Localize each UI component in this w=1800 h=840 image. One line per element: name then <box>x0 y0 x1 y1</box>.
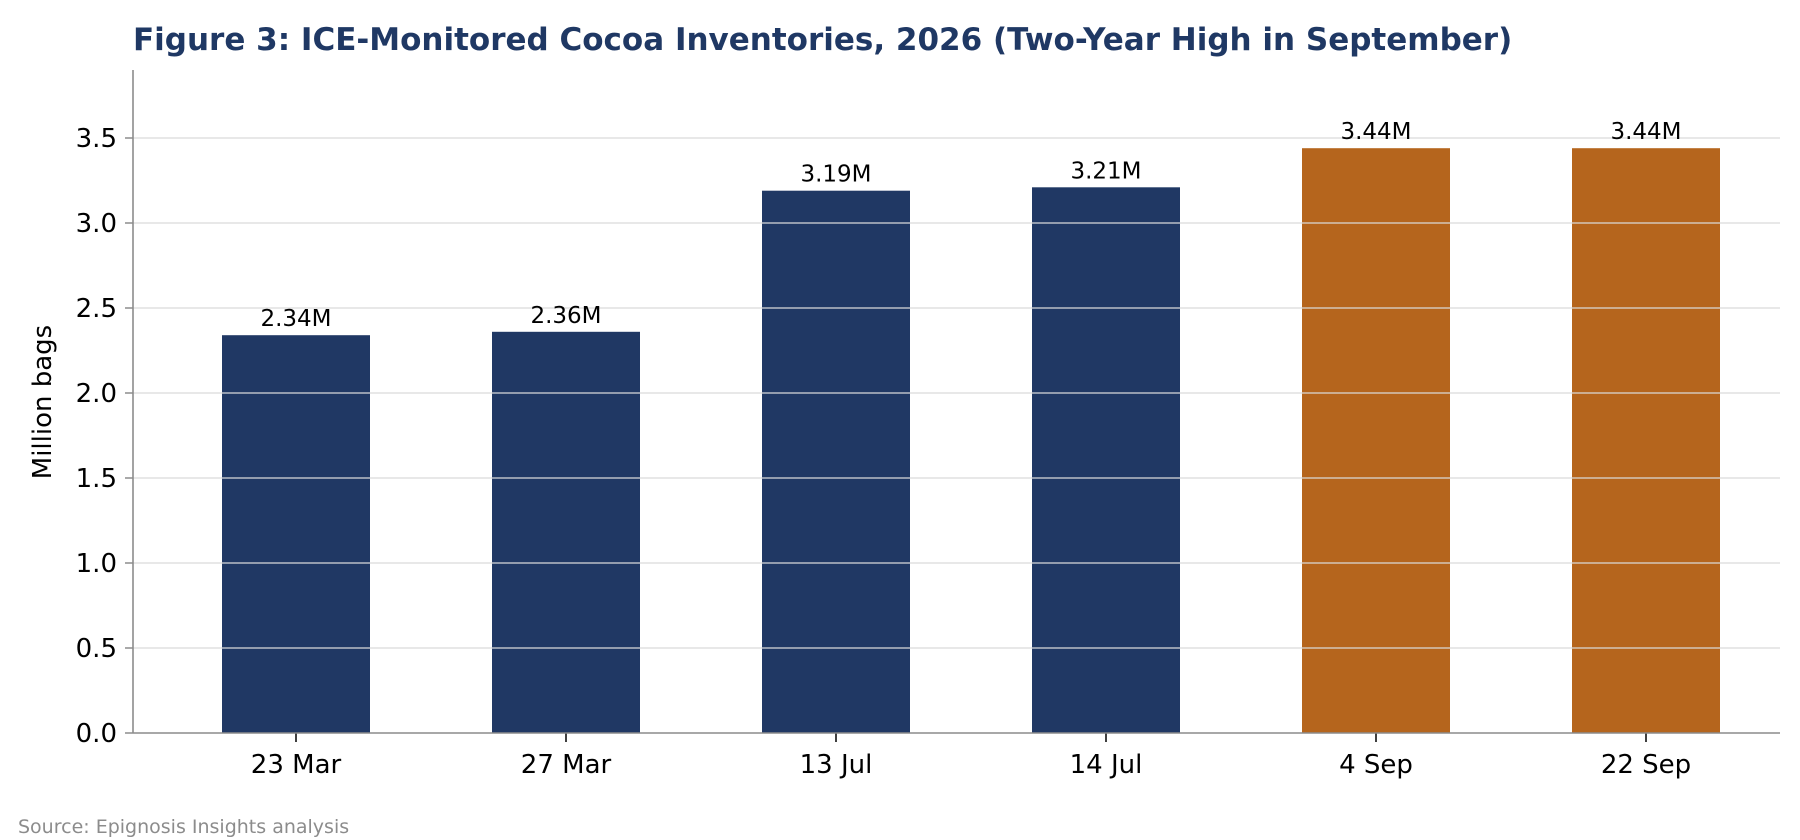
bars <box>222 148 1720 734</box>
bar <box>1032 187 1180 734</box>
bar <box>222 335 370 733</box>
labels: 0.0 0.5 1.0 1.5 2.0 2.5 3.0 3.5 2.34M 23 Mar 2.36M… <box>28 119 1691 780</box>
data-label: 3.21M <box>1070 158 1141 184</box>
x-tick-label: 4 Sep <box>1339 750 1413 780</box>
source-note: Source: Epignosis Insights analysis <box>18 816 350 838</box>
axes <box>125 70 1780 742</box>
y-axis-label: Million bags <box>28 325 58 479</box>
bar <box>1572 148 1720 733</box>
x-tick-label: 27 Mar <box>521 750 612 780</box>
y-tick-label: 1.5 <box>76 464 117 494</box>
data-label: 2.34M <box>260 306 331 332</box>
y-tick-label: 0.0 <box>76 719 117 749</box>
y-tick-label: 2.5 <box>76 294 117 324</box>
y-tick-label: 0.5 <box>76 634 117 664</box>
data-label: 3.44M <box>1340 119 1411 145</box>
bar <box>1302 148 1450 733</box>
y-tick-label: 3.5 <box>76 124 117 154</box>
gridlines <box>133 137 1780 649</box>
data-label: 2.36M <box>530 303 601 329</box>
data-label: 3.19M <box>800 162 871 188</box>
x-tick-label: 23 Mar <box>251 750 342 780</box>
y-tick-label: 3.0 <box>76 209 117 239</box>
x-tick-label: 22 Sep <box>1601 750 1691 780</box>
x-tick-label: 14 Jul <box>1070 750 1143 780</box>
y-tick-label: 1.0 <box>76 549 117 579</box>
chart-title: Figure 3: ICE-Monitored Cocoa Inventorie… <box>133 22 1513 58</box>
data-label: 3.44M <box>1610 119 1681 145</box>
x-tick-label: 13 Jul <box>800 750 873 780</box>
y-tick-label: 2.0 <box>76 379 117 409</box>
bar <box>492 331 640 733</box>
bar <box>762 190 910 733</box>
